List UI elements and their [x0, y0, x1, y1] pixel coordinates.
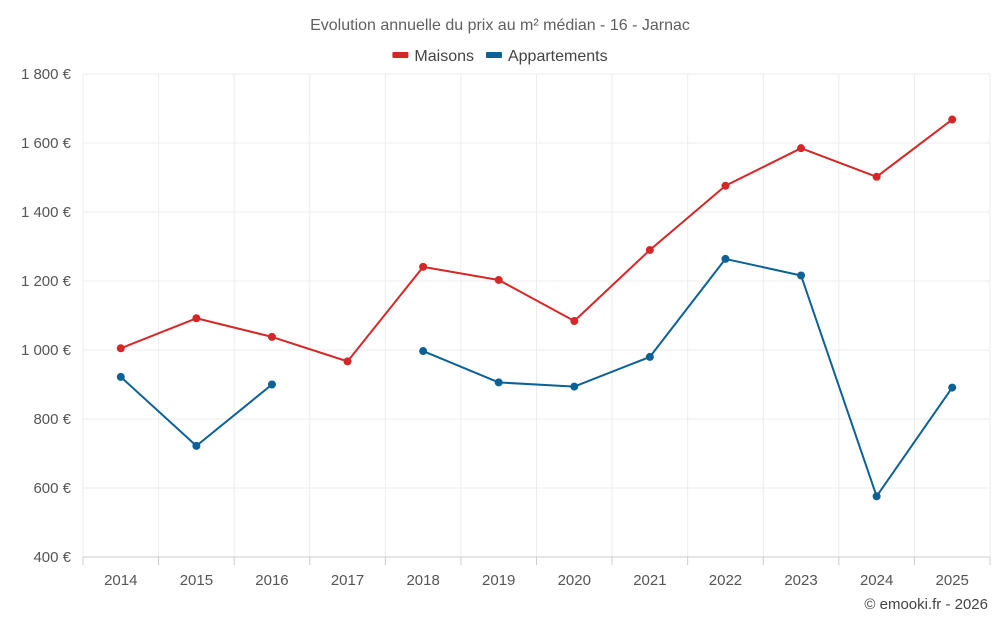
- series-appartements: [116, 254, 957, 501]
- x-tick-label: 2020: [558, 572, 591, 589]
- x-tick-label: 2016: [255, 572, 288, 589]
- legend-swatch: [392, 52, 409, 58]
- legend-label: Maisons: [414, 48, 474, 65]
- y-tick-label: 400 €: [33, 549, 71, 566]
- data-point[interactable]: [645, 352, 654, 361]
- data-point[interactable]: [645, 245, 654, 254]
- data-point[interactable]: [872, 492, 881, 501]
- chart-title: Evolution annuelle du prix au m² médian …: [310, 17, 690, 34]
- x-tick-label: 2023: [784, 572, 817, 589]
- series-line: [119, 375, 273, 447]
- data-point[interactable]: [570, 317, 579, 326]
- y-tick-label: 600 €: [33, 480, 71, 497]
- data-point[interactable]: [494, 275, 503, 284]
- x-tick-label: 2022: [709, 572, 742, 589]
- x-tick-label: 2017: [331, 572, 364, 589]
- data-point[interactable]: [948, 115, 957, 124]
- x-tick-label: 2025: [936, 572, 969, 589]
- data-point[interactable]: [419, 262, 428, 271]
- y-tick-label: 1 400 €: [21, 204, 72, 221]
- series-line: [119, 118, 954, 363]
- data-point[interactable]: [116, 372, 125, 381]
- data-point[interactable]: [797, 271, 806, 280]
- data-point[interactable]: [948, 383, 957, 392]
- data-point[interactable]: [494, 378, 503, 387]
- data-point[interactable]: [267, 380, 276, 389]
- data-point[interactable]: [797, 144, 806, 153]
- series-layer: [116, 115, 957, 501]
- data-point[interactable]: [721, 181, 730, 190]
- data-point[interactable]: [872, 172, 881, 181]
- series-line: [422, 257, 954, 498]
- legend-label: Appartements: [508, 48, 608, 65]
- x-tick-label: 2014: [104, 572, 137, 589]
- y-tick-label: 1 200 €: [21, 273, 72, 290]
- y-tick-label: 1 600 €: [21, 135, 72, 152]
- series-maisons: [116, 115, 957, 366]
- data-point[interactable]: [267, 332, 276, 341]
- legend: Maisons Appartements: [392, 48, 608, 65]
- y-tick-label: 1 800 €: [21, 66, 72, 83]
- y-axis-tick-labels: 400 € 600 € 800 € 1 000 € 1 200 € 1 400 € 1 60…: [21, 66, 72, 566]
- x-tick-label: 2024: [860, 572, 893, 589]
- data-point[interactable]: [192, 441, 201, 450]
- data-point[interactable]: [116, 344, 125, 353]
- legend-item-appartements[interactable]: Appartements: [485, 48, 608, 65]
- y-tick-label: 800 €: [33, 411, 71, 428]
- x-tick-label: 2021: [633, 572, 666, 589]
- credit-text: © emooki.fr - 2026: [864, 596, 988, 613]
- data-point[interactable]: [419, 347, 428, 356]
- x-tick-label: 2019: [482, 572, 515, 589]
- x-gridlines: [82, 74, 991, 557]
- data-point[interactable]: [721, 254, 730, 263]
- y-tick-label: 1 000 €: [21, 342, 72, 359]
- x-tick-label: 2015: [180, 572, 213, 589]
- data-point[interactable]: [570, 382, 579, 391]
- legend-swatch: [485, 52, 502, 58]
- x-axis-tick-labels: 2014 2015 2016 2017 2018 2019 2020 2021 2022 2023…: [82, 557, 991, 589]
- data-point[interactable]: [192, 314, 201, 323]
- x-tick-label: 2018: [406, 572, 439, 589]
- data-point[interactable]: [343, 357, 352, 366]
- legend-item-maisons[interactable]: Maisons: [392, 48, 474, 65]
